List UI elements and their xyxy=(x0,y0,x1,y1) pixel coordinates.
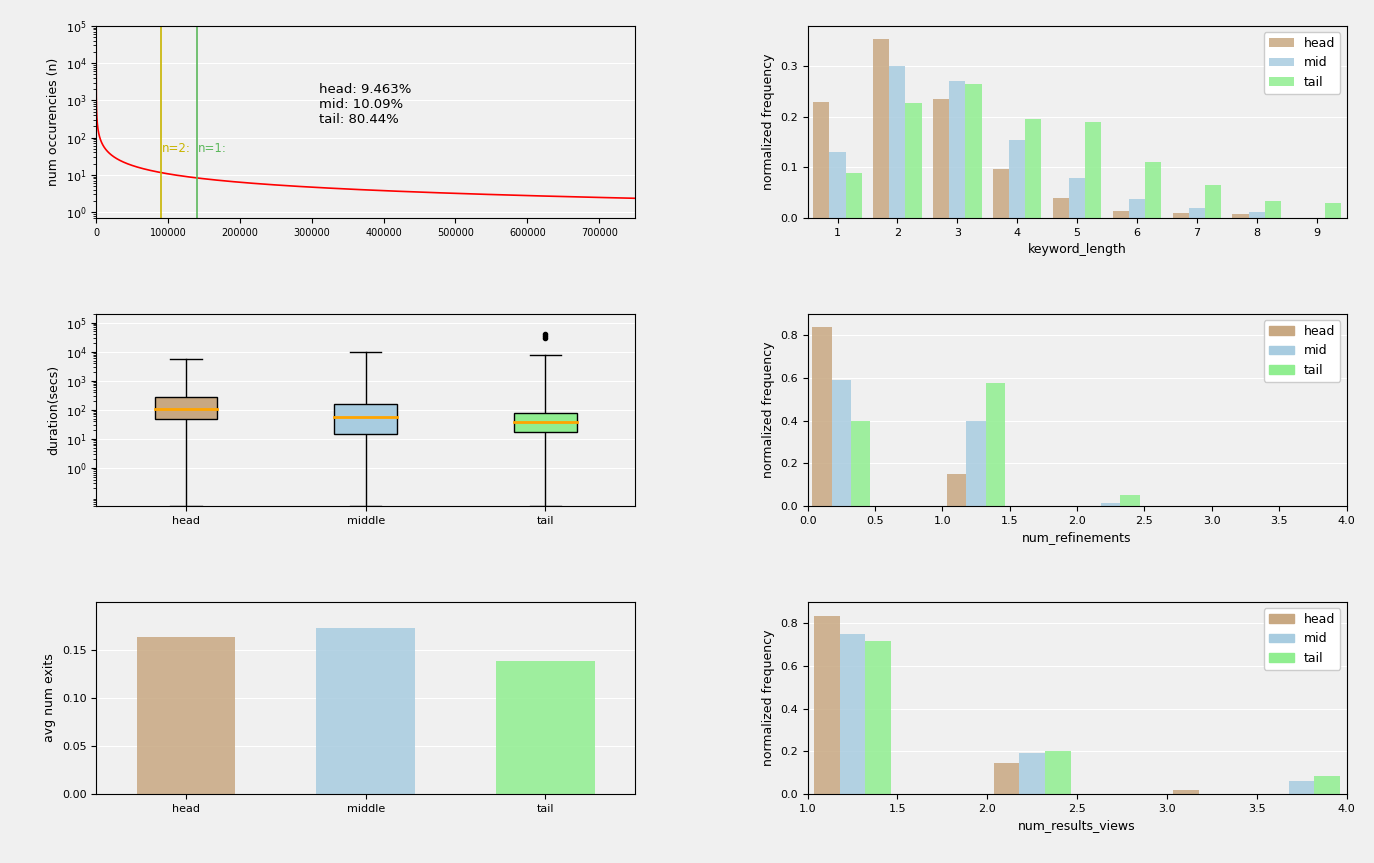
Bar xyxy=(514,413,577,432)
Bar xyxy=(1173,790,1200,794)
Y-axis label: normalized frequency: normalized frequency xyxy=(761,342,775,478)
Bar xyxy=(993,763,1020,794)
Bar xyxy=(1020,753,1046,794)
X-axis label: num_refinements: num_refinements xyxy=(1022,532,1132,545)
Bar xyxy=(1129,198,1145,218)
Bar xyxy=(985,383,1004,506)
Bar xyxy=(947,474,966,506)
Bar xyxy=(905,103,922,218)
Bar xyxy=(866,641,890,794)
Bar xyxy=(831,380,851,506)
Bar xyxy=(1189,208,1205,218)
Bar xyxy=(993,169,1009,218)
Legend: head, mid, tail: head, mid, tail xyxy=(1264,608,1340,670)
Bar xyxy=(1120,495,1139,506)
Bar xyxy=(830,152,845,218)
Bar xyxy=(496,661,595,794)
X-axis label: num_results_views: num_results_views xyxy=(1018,819,1136,832)
Bar xyxy=(840,634,866,794)
Bar xyxy=(1145,162,1161,218)
Bar xyxy=(845,173,861,218)
Bar xyxy=(136,638,235,794)
Bar xyxy=(813,616,840,794)
Text: n=2:: n=2: xyxy=(162,142,191,155)
Legend: head, mid, tail: head, mid, tail xyxy=(1264,320,1340,381)
Bar xyxy=(1046,752,1070,794)
Bar xyxy=(316,628,415,794)
X-axis label: keyword_length: keyword_length xyxy=(1028,243,1127,256)
Bar xyxy=(812,327,831,506)
Bar xyxy=(1101,503,1120,506)
Bar xyxy=(1069,178,1085,218)
Bar xyxy=(949,81,966,218)
Bar xyxy=(1085,122,1102,218)
Y-axis label: duration(secs): duration(secs) xyxy=(47,365,60,455)
Bar xyxy=(1232,214,1249,218)
Bar xyxy=(851,420,870,506)
Y-axis label: num occurencies (n): num occurencies (n) xyxy=(47,58,60,186)
Bar xyxy=(1265,201,1281,218)
Text: head: 9.463%
mid: 10.09%
tail: 80.44%: head: 9.463% mid: 10.09% tail: 80.44% xyxy=(319,83,411,126)
Bar xyxy=(889,66,905,218)
Y-axis label: avg num exits: avg num exits xyxy=(43,653,56,742)
Bar xyxy=(1009,140,1025,218)
Bar xyxy=(966,420,985,506)
Bar xyxy=(1205,185,1221,218)
Bar xyxy=(1113,211,1129,218)
Legend: head, mid, tail: head, mid, tail xyxy=(1264,32,1340,94)
Bar xyxy=(1325,203,1341,218)
Bar xyxy=(933,99,949,218)
Bar xyxy=(1025,119,1041,218)
Y-axis label: normalized frequency: normalized frequency xyxy=(761,630,775,766)
Bar xyxy=(1249,211,1265,218)
Bar xyxy=(966,84,981,218)
Text: n=1:: n=1: xyxy=(198,142,227,155)
Bar xyxy=(1172,213,1189,218)
Bar xyxy=(813,102,830,218)
Bar xyxy=(1052,198,1069,218)
Bar xyxy=(154,397,217,419)
Bar xyxy=(1289,780,1315,794)
Y-axis label: normalized frequency: normalized frequency xyxy=(761,54,775,190)
Bar xyxy=(872,39,889,218)
Bar xyxy=(1315,776,1340,794)
Bar xyxy=(334,404,397,434)
